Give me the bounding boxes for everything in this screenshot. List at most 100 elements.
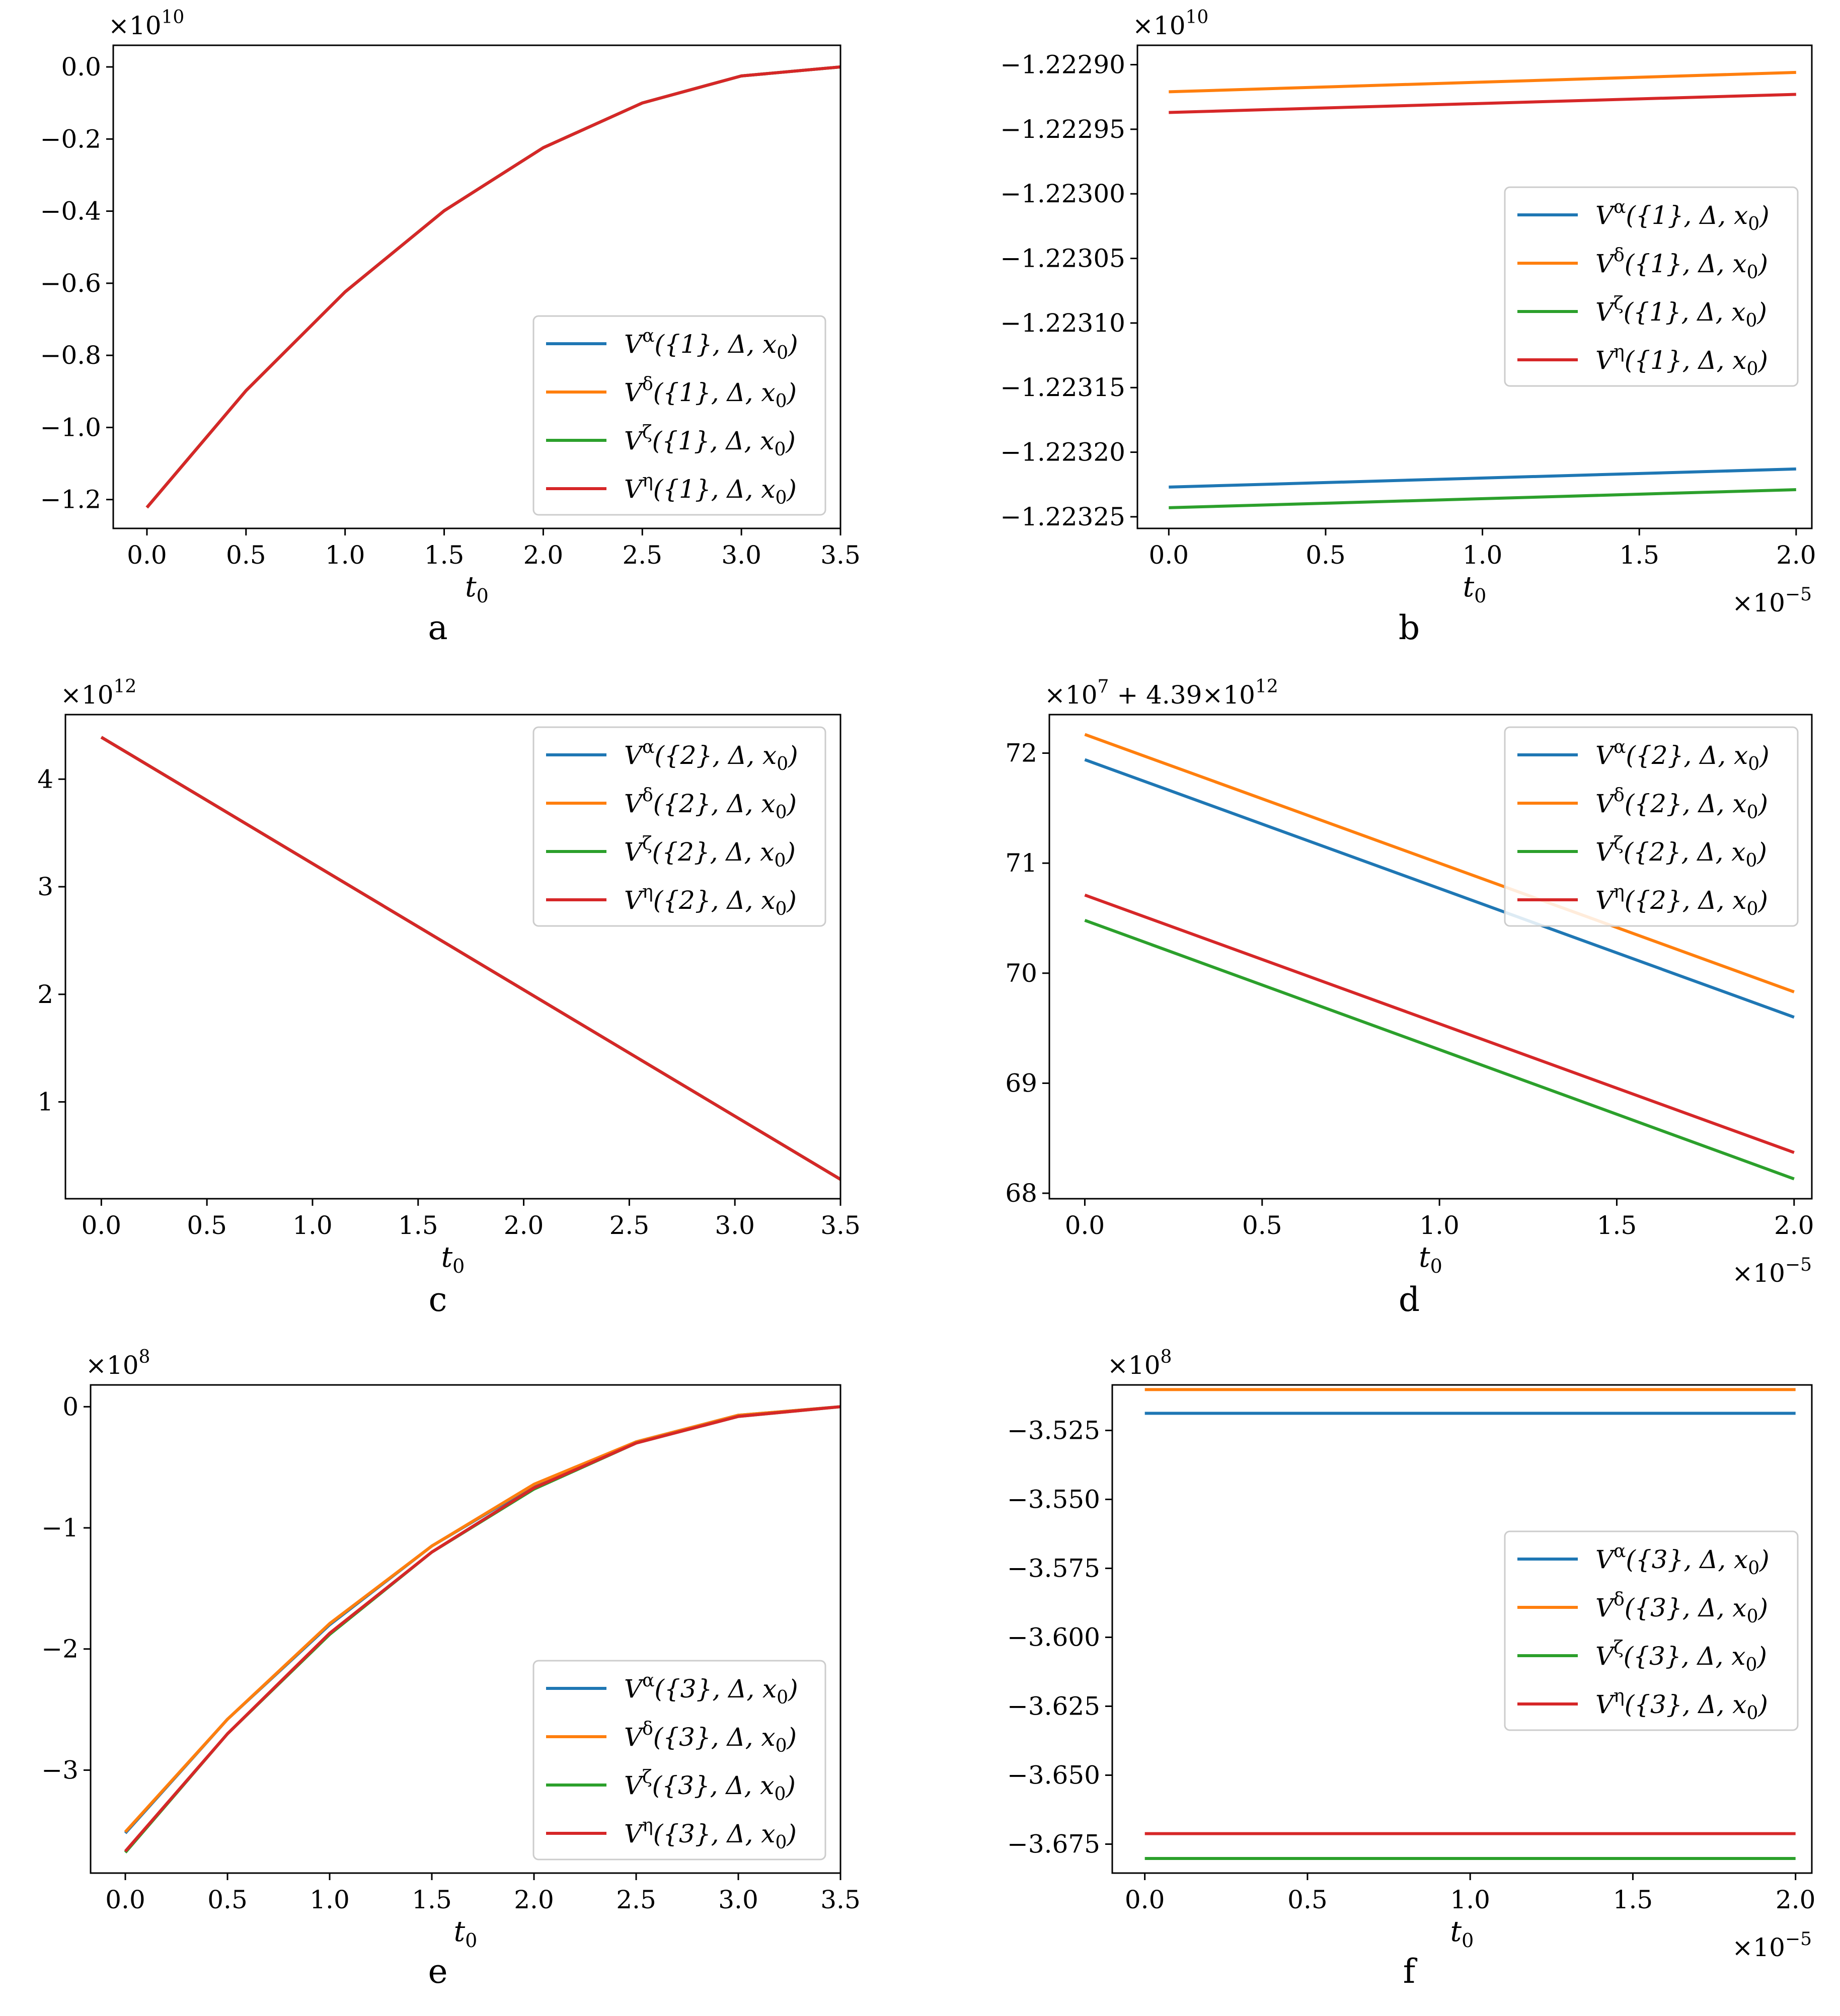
y-tick-label: −1.22290 (1000, 50, 1125, 80)
y-tick-label: −0.6 (40, 269, 101, 298)
x-tick-label: 1.0 (1419, 1211, 1460, 1240)
y-tick-label: −1.22295 (1000, 115, 1125, 144)
y-tick-label: −1.22325 (1000, 502, 1125, 531)
x-tick-label: 3.0 (721, 540, 761, 570)
y-offset-text: ×1012​ (60, 676, 136, 710)
series-line-2 (1169, 488, 1796, 509)
y-tick-label: −3.575 (1007, 1554, 1100, 1583)
x-tick-label: 3.0 (718, 1885, 758, 1914)
x-offset-text: ×10−5​ (1732, 584, 1812, 617)
legend-label-0: Vα​({2}, Δ, x0) (1595, 737, 1770, 774)
x-tick-label: 0.5 (1287, 1885, 1328, 1914)
panel-a: 0.0 0.5 1.0 1.5 2.0 2.5 3.0 3.5 0.0 −0.2 −0.4 −0.6 −… (40, 7, 861, 647)
y-tick-label: −3 (41, 1755, 79, 1785)
legend-box (1504, 186, 1799, 387)
panel-f: 0.0 0.5 1.0 1.5 2.0 −3.525 −3.550 −3.575 −3.600 −… (1007, 1347, 1815, 1991)
x-tick-label: 3.0 (715, 1211, 755, 1240)
legend-label-1: Vδ​({3}, Δ, x0) (1595, 1589, 1768, 1627)
x-tick-label: 0.5 (1242, 1211, 1282, 1240)
legend-label-2: Vζ​({1}, Δ, x0) (1595, 293, 1767, 331)
x-tick-label: 3.5 (820, 1211, 861, 1240)
x-tick-label: 2.0 (514, 1885, 554, 1914)
y-tick-label: −0.4 (40, 197, 101, 226)
y-tick-label: 68 (1005, 1179, 1037, 1208)
y-tick-label: −1.22305 (1000, 244, 1125, 273)
legend-label-2: Vζ​({2}, Δ, x0) (1595, 833, 1767, 871)
legend-label-1: Vδ​({1}, Δ, x0) (1595, 245, 1768, 283)
panel-caption: f (1403, 1952, 1418, 1991)
x-axis-label: t0 (441, 1241, 465, 1277)
legend-label-0: Vα​({3}, Δ, x0) (624, 1670, 798, 1708)
y-tick-label: −3.550 (1007, 1485, 1100, 1514)
axes-frame (1136, 44, 1813, 529)
y-tick-label: 69 (1005, 1068, 1037, 1098)
legend-box (532, 315, 826, 516)
x-tick-label: 0.0 (127, 540, 167, 570)
legend-label-0: Vα​({2}, Δ, x0) (624, 737, 798, 774)
legend-label-3: Vη​({1}, Δ, x0) (1595, 342, 1768, 379)
y-tick-label: 3 (37, 872, 53, 901)
y-tick-label: −1.2 (40, 485, 101, 514)
x-tick-label: 1.0 (325, 540, 365, 570)
series-line-2 (1084, 918, 1795, 1181)
axes-frame (112, 44, 841, 529)
legend-label-2: Vζ​({1}, Δ, x0) (624, 422, 796, 460)
series-line-3 (124, 1405, 841, 1852)
y-tick-label: −3.525 (1007, 1416, 1100, 1445)
x-tick-label: 0.0 (105, 1885, 145, 1914)
legend: Vα​({3}, Δ, x0) Vδ​({3}, Δ, x0) Vζ​({3}, Δ… (1504, 1530, 1799, 1731)
x-tick-label: 0.5 (1306, 540, 1346, 570)
y-offset-text: ×108​ (86, 1347, 150, 1380)
axes-frame (90, 1384, 841, 1874)
x-tick-label: 0.0 (82, 1211, 122, 1240)
y-tick-label: 72 (1005, 739, 1037, 768)
series-line-3 (145, 65, 841, 509)
legend-label-2: Vζ​({3}, Δ, x0) (624, 1767, 796, 1805)
x-tick-label: 1.5 (1597, 1211, 1637, 1240)
y-tick-label: 70 (1005, 959, 1037, 988)
y-tick-label: −1.22320 (1000, 438, 1125, 467)
x-tick-label: 1.5 (412, 1885, 452, 1914)
axes-frame (1048, 714, 1813, 1200)
legend: Vα​({2}, Δ, x0) Vδ​({2}, Δ, x0) Vζ​({2}, Δ… (532, 726, 826, 927)
x-tick-label: 0.5 (207, 1885, 248, 1914)
x-tick-label: 2.0 (1776, 540, 1816, 570)
y-tick-label: −0.8 (40, 341, 101, 370)
x-tick-label: 1.5 (1613, 1885, 1653, 1914)
series-line-3 (1084, 893, 1795, 1154)
x-tick-label: 2.0 (1776, 1885, 1816, 1914)
x-axis-label: t0 (1419, 1241, 1442, 1277)
y-tick-label: −1.22310 (1000, 308, 1125, 338)
x-tick-label: 3.5 (820, 540, 861, 570)
y-tick-label: 2 (37, 980, 53, 1009)
x-tick-label: 1.5 (398, 1211, 438, 1240)
y-offset-text: ×1010​ (108, 7, 184, 40)
y-tick-label: 1 (37, 1088, 53, 1117)
legend-label-3: Vη​({1}, Δ, x0) (624, 471, 797, 508)
series-line-0 (1084, 758, 1795, 1019)
series-line-0 (1169, 467, 1796, 489)
legend-label-1: Vδ​({3}, Δ, x0) (624, 1719, 797, 1756)
y-offset-text: ×107​ + 4.39×1012​ (1044, 676, 1278, 710)
y-tick-label: −1.0 (40, 413, 101, 442)
panel-caption: e (428, 1952, 447, 1991)
x-tick-label: 2.0 (504, 1211, 544, 1240)
legend-label-1: Vδ​({1}, Δ, x0) (624, 374, 797, 412)
y-tick-label: 0 (62, 1392, 79, 1421)
series-line-1 (1169, 70, 1796, 94)
y-tick-label: −1.22315 (1000, 373, 1125, 402)
x-axis-label: t0 (465, 571, 489, 607)
series-line-1 (1084, 733, 1795, 993)
x-offset-text: ×10−5​ (1732, 1929, 1812, 1962)
legend-label-2: Vζ​({3}, Δ, x0) (1595, 1638, 1767, 1675)
x-offset-text: ×10−5​ (1732, 1255, 1812, 1288)
y-tick-label: −3.625 (1007, 1691, 1100, 1721)
legend-label-1: Vδ​({2}, Δ, x0) (624, 785, 797, 823)
x-axis-label: t0 (1463, 571, 1487, 607)
x-tick-label: 1.5 (424, 540, 465, 570)
axes-frame (1111, 1384, 1813, 1874)
series-line-3 (100, 736, 841, 1181)
x-tick-label: 1.0 (1450, 1885, 1490, 1914)
panel-c: 0.0 0.5 1.0 1.5 2.0 2.5 3.0 3.5 1 2 3 4 t0 ×1012​ Vα​(… (37, 676, 861, 1319)
